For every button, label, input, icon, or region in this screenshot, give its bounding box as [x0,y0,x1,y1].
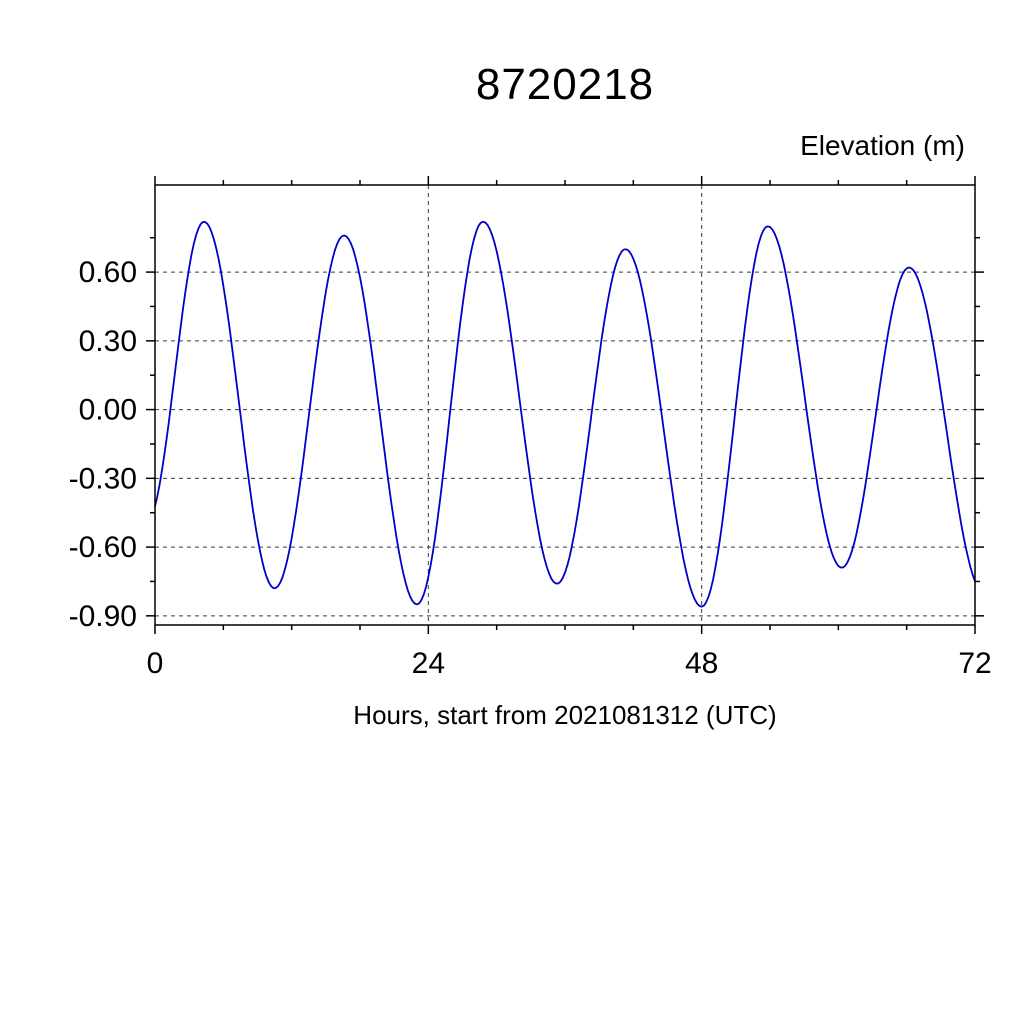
y-tick-label: 0.30 [79,325,137,358]
elevation-unit-label: Elevation (m) [800,130,965,161]
x-tick-label: 72 [958,647,991,680]
y-tick-label: -0.60 [69,531,137,564]
x-tick-label: 48 [685,647,718,680]
x-tick-label: 24 [412,647,445,680]
x-tick-label: 0 [147,647,164,680]
plot-border [154,184,976,626]
chart-title: 8720218 [475,60,655,109]
elevation-curve [154,220,976,608]
y-tick-label: -0.90 [69,600,137,633]
x-axis-label: Hours, start from 2021081312 (UTC) [353,700,777,730]
y-tick-label: -0.30 [69,462,137,495]
y-tick-label: 0.00 [79,394,137,427]
y-tick-label: 0.60 [79,256,137,289]
